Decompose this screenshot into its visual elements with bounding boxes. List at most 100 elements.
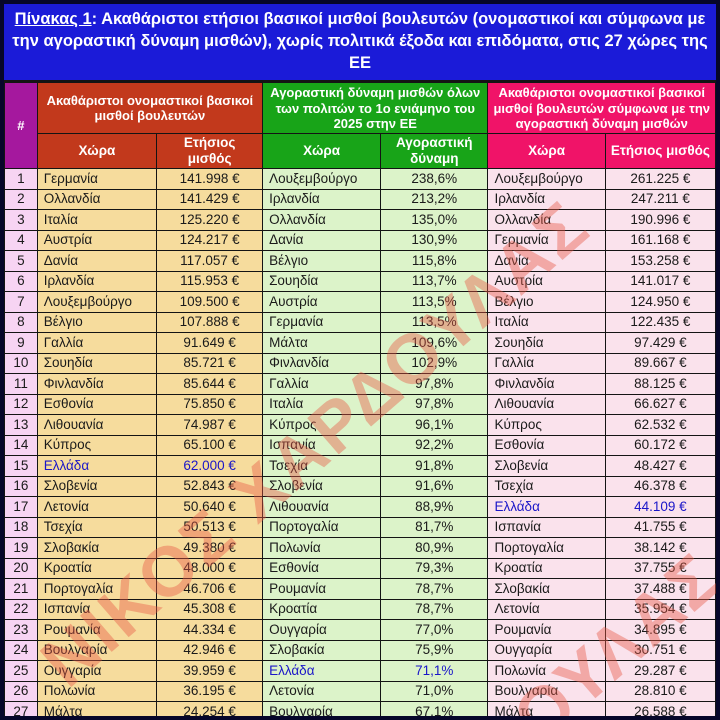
- purchasing-power-cell: 96,1%: [380, 414, 489, 436]
- rank-cell: 26: [4, 680, 38, 703]
- nominal-salary-cell: 85.644 €: [156, 373, 264, 395]
- adjusted-salary-cell: 37.488 €: [604, 578, 716, 600]
- purchasing-country-cell: Γαλλία: [262, 373, 382, 395]
- table-row: 11 Φινλανδία 85.644 € Γαλλία 97,8% Φινλανδία 8…: [4, 373, 716, 395]
- table-row: 14 Κύπρος 65.100 € Ισπανία 92,2% Εσθονία 60.17…: [4, 434, 716, 457]
- adjusted-country-cell: Ουγγαρία: [487, 639, 606, 662]
- adjusted-salary-cell: 97.429 €: [604, 332, 716, 354]
- adjusted-salary-cell: 89.667 €: [604, 352, 716, 375]
- title-prefix: Πίνακας 1: [14, 10, 92, 28]
- adjusted-salary-cell: 41.755 €: [604, 516, 716, 539]
- rank-cell: 22: [4, 598, 38, 621]
- adjusted-salary-cell: 30.751 €: [604, 639, 716, 662]
- rank-cell: 8: [4, 311, 38, 334]
- nominal-country-cell: Ισπανία: [36, 598, 158, 621]
- purchasing-country-cell: Σλοβακία: [262, 639, 382, 662]
- purchasing-country-cell: Ιταλία: [262, 393, 382, 416]
- nominal-salary-cell: 46.706 €: [156, 578, 264, 600]
- purchasing-country-cell: Ελλάδα: [262, 660, 382, 682]
- purchasing-country-cell: Πολωνία: [262, 537, 382, 559]
- rank-cell: 25: [4, 660, 38, 682]
- purchasing-power-cell: 92,2%: [380, 434, 489, 457]
- adjusted-salary-cell: 88.125 €: [604, 373, 716, 395]
- adjusted-country-cell: Λετονία: [487, 598, 606, 621]
- adjusted-salary-cell: 66.627 €: [604, 393, 716, 416]
- adjusted-salary-cell: 35.954 €: [604, 598, 716, 621]
- nominal-salary-cell: 91.649 €: [156, 332, 264, 354]
- purchasing-power-cell: 213,2%: [380, 188, 489, 211]
- rank-cell: 18: [4, 516, 38, 539]
- adjusted-salary-cell: 26.588 €: [604, 701, 716, 716]
- table-row: 20 Κροατία 48.000 € Εσθονία 79,3% Κροατία 37.7…: [4, 557, 716, 580]
- purchasing-country-cell: Τσεχία: [262, 455, 382, 477]
- nominal-salary-cell: 50.640 €: [156, 496, 264, 518]
- rank-cell: 20: [4, 557, 38, 580]
- purchasing-country-cell: Βουλγαρία: [262, 701, 382, 716]
- rank-column-header: #: [4, 82, 38, 170]
- adjusted-country-cell: Πολωνία: [487, 660, 606, 682]
- nominal-salary-cell: 65.100 €: [156, 434, 264, 457]
- nominal-country-cell: Κροατία: [36, 557, 158, 580]
- purchasing-power-cell: 97,8%: [380, 393, 489, 416]
- rank-cell: 19: [4, 537, 38, 559]
- purchasing-power-cell: 113,7%: [380, 270, 489, 293]
- nominal-salary-cell: 42.946 €: [156, 639, 264, 662]
- adjusted-salary-cell: 62.532 €: [604, 414, 716, 436]
- nominal-salary-header: Ετήσιος μισθός: [156, 133, 264, 170]
- table-row: 1 Γερμανία 141.998 € Λουξεμβούργο 238,6% Λουξ…: [4, 168, 716, 190]
- nominal-salary-cell: 49.380 €: [156, 537, 264, 559]
- adjusted-country-cell: Λουξεμβούργο: [487, 168, 606, 190]
- table-row: 2 Ολλανδία 141.429 € Ιρλανδία 213,2% Ιρλανδία…: [4, 188, 716, 211]
- table-row: 6 Ιρλανδία 115.953 € Σουηδία 113,7% Αυστρία 14…: [4, 270, 716, 293]
- table-row: 25 Ουγγαρία 39.959 € Ελλάδα 71,1% Πολωνία 29.2…: [4, 660, 716, 682]
- nominal-country-cell: Γερμανία: [36, 168, 158, 190]
- adjusted-country-cell: Ολλανδία: [487, 209, 606, 231]
- adjusted-salary-cell: 153.258 €: [604, 250, 716, 272]
- adjusted-country-cell: Ιταλία: [487, 311, 606, 334]
- nominal-country-cell: Βέλγιο: [36, 311, 158, 334]
- rank-cell: 3: [4, 209, 38, 231]
- purchasing-power-cell: 109,6%: [380, 332, 489, 354]
- nominal-country-cell: Ολλανδία: [36, 188, 158, 211]
- purchasing-power-cell: 77,0%: [380, 619, 489, 641]
- rank-cell: 24: [4, 639, 38, 662]
- purchasing-country-cell: Λουξεμβούργο: [262, 168, 382, 190]
- nominal-country-cell: Ουγγαρία: [36, 660, 158, 682]
- nominal-salary-cell: 24.254 €: [156, 701, 264, 716]
- adjusted-country-cell: Σλοβενία: [487, 455, 606, 477]
- rank-cell: 5: [4, 250, 38, 272]
- purchasing-country-cell: Βέλγιο: [262, 250, 382, 272]
- nominal-salary-cell: 39.959 €: [156, 660, 264, 682]
- nominal-country-cell: Λουξεμβούργο: [36, 291, 158, 313]
- rank-cell: 14: [4, 434, 38, 457]
- adjusted-salary-cell: 34.895 €: [604, 619, 716, 641]
- rank-cell: 12: [4, 393, 38, 416]
- purchasing-country-cell: Μάλτα: [262, 332, 382, 354]
- nominal-salary-cell: 107.888 €: [156, 311, 264, 334]
- adjusted-country-cell: Κύπρος: [487, 414, 606, 436]
- purchasing-power-cell: 75,9%: [380, 639, 489, 662]
- adjusted-country-cell: Μάλτα: [487, 701, 606, 716]
- nominal-country-header: Χώρα: [36, 133, 158, 170]
- group-header-row: # Ακαθάριστοι ονομαστικοί βασικοί μισθοί…: [4, 82, 716, 170]
- purchasing-power-cell: 97,8%: [380, 373, 489, 395]
- purchasing-country-cell: Κροατία: [262, 598, 382, 621]
- purchasing-power-cell: 135,0%: [380, 209, 489, 231]
- purchasing-power-cell: 88,9%: [380, 496, 489, 518]
- nominal-country-cell: Γαλλία: [36, 332, 158, 354]
- adjusted-country-cell: Πορτογαλία: [487, 537, 606, 559]
- table-row: 21 Πορτογαλία 46.706 € Ρουμανία 78,7% Σλοβακί…: [4, 578, 716, 600]
- adjusted-salary-cell: 190.996 €: [604, 209, 716, 231]
- adjusted-salary-cell: 48.427 €: [604, 455, 716, 477]
- nominal-salary-cell: 36.195 €: [156, 680, 264, 703]
- purchasing-country-cell: Εσθονία: [262, 557, 382, 580]
- rank-cell: 4: [4, 229, 38, 252]
- adjusted-country-cell: Φινλανδία: [487, 373, 606, 395]
- table-row: 5 Δανία 117.057 € Βέλγιο 115,8% Δανία 153.258 …: [4, 250, 716, 272]
- adjusted-salary-cell: 124.950 €: [604, 291, 716, 313]
- purchasing-country-cell: Ρουμανία: [262, 578, 382, 600]
- adjusted-country-cell: Βέλγιο: [487, 291, 606, 313]
- purchasing-power-cell: 113,5%: [380, 311, 489, 334]
- purchasing-country-cell: Γερμανία: [262, 311, 382, 334]
